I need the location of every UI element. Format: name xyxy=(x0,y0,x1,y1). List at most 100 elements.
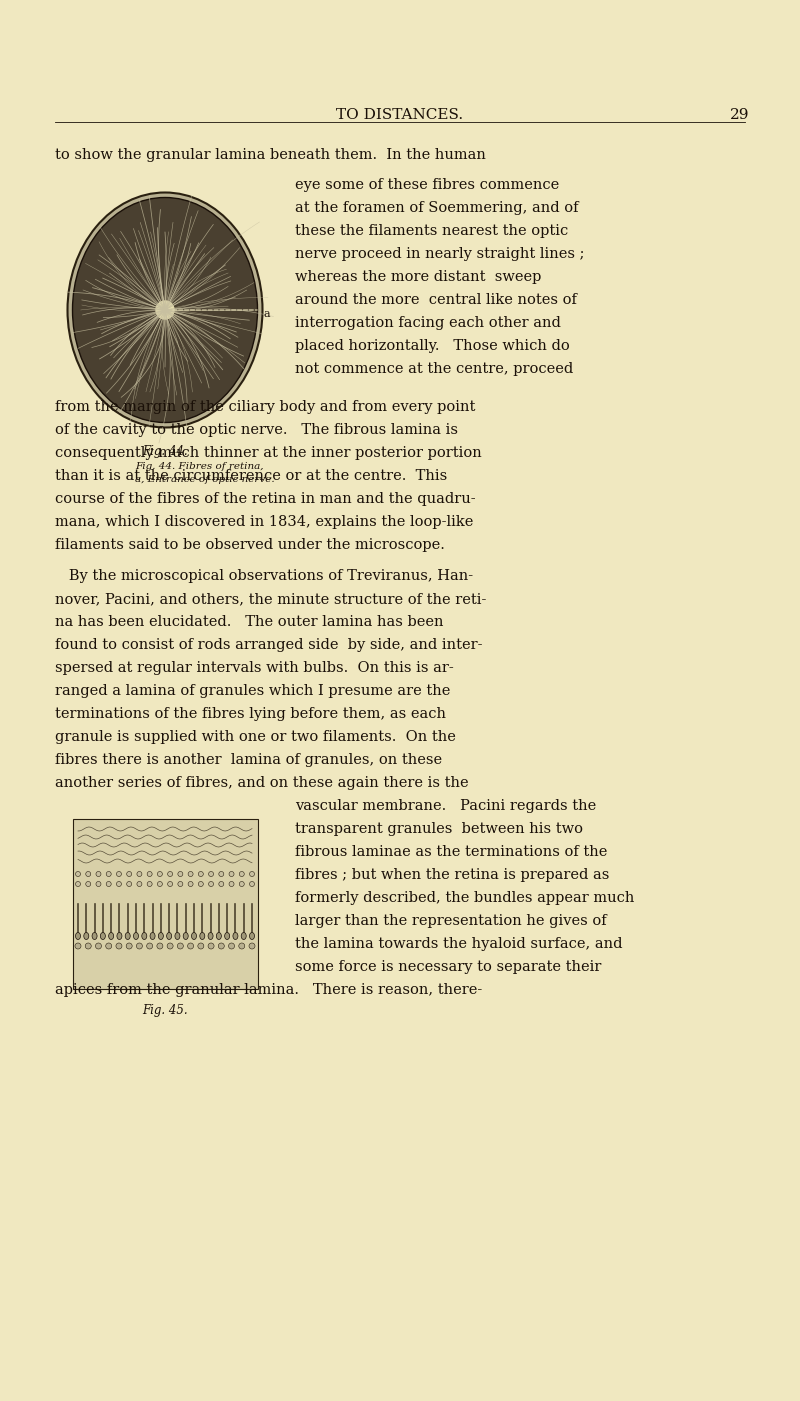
Ellipse shape xyxy=(249,943,255,948)
Text: these the filaments nearest the optic: these the filaments nearest the optic xyxy=(295,224,568,238)
Ellipse shape xyxy=(106,943,112,948)
Text: Fig. 44. Fibres of retina,: Fig. 44. Fibres of retina, xyxy=(135,462,263,471)
Ellipse shape xyxy=(238,943,245,948)
Text: fibres ; but when the retina is prepared as: fibres ; but when the retina is prepared… xyxy=(295,869,610,883)
Ellipse shape xyxy=(242,933,246,940)
Ellipse shape xyxy=(239,871,244,877)
Ellipse shape xyxy=(158,933,163,940)
Ellipse shape xyxy=(137,881,142,887)
Text: mana, which I discovered in 1834, explains the loop-like: mana, which I discovered in 1834, explai… xyxy=(55,516,474,530)
Text: to show the granular lamina beneath them.  In the human: to show the granular lamina beneath them… xyxy=(55,149,486,163)
Ellipse shape xyxy=(178,943,183,948)
Text: granule is supplied with one or two filaments.  On the: granule is supplied with one or two fila… xyxy=(55,730,456,744)
Text: TO DISTANCES.: TO DISTANCES. xyxy=(337,108,463,122)
Ellipse shape xyxy=(157,943,163,948)
Ellipse shape xyxy=(188,881,193,887)
Ellipse shape xyxy=(137,943,142,948)
Ellipse shape xyxy=(73,198,258,423)
Ellipse shape xyxy=(92,933,97,940)
Text: another series of fibres, and on these again there is the: another series of fibres, and on these a… xyxy=(55,776,469,790)
Ellipse shape xyxy=(75,871,81,877)
Ellipse shape xyxy=(156,301,174,319)
Ellipse shape xyxy=(183,933,188,940)
Text: found to consist of rods arranged side  by side, and inter-: found to consist of rods arranged side b… xyxy=(55,637,482,651)
Ellipse shape xyxy=(147,871,152,877)
Ellipse shape xyxy=(161,305,169,314)
Ellipse shape xyxy=(146,943,153,948)
Ellipse shape xyxy=(239,881,244,887)
Ellipse shape xyxy=(229,943,234,948)
Ellipse shape xyxy=(117,933,122,940)
Ellipse shape xyxy=(198,943,204,948)
Ellipse shape xyxy=(250,871,254,877)
Ellipse shape xyxy=(178,871,183,877)
Ellipse shape xyxy=(117,871,122,877)
Ellipse shape xyxy=(167,943,173,948)
Text: consequently much thinner at the inner posterior portion: consequently much thinner at the inner p… xyxy=(55,446,482,460)
Text: filaments said to be observed under the microscope.: filaments said to be observed under the … xyxy=(55,538,445,552)
Ellipse shape xyxy=(218,871,224,877)
Text: a, Entrance of optic nerve.: a, Entrance of optic nerve. xyxy=(135,475,274,483)
Text: the lamina towards the hyaloid surface, and: the lamina towards the hyaloid surface, … xyxy=(295,937,622,951)
Ellipse shape xyxy=(216,933,222,940)
Text: a: a xyxy=(263,310,270,319)
Ellipse shape xyxy=(250,933,254,940)
Ellipse shape xyxy=(175,933,180,940)
Text: around the more  central like notes of: around the more central like notes of xyxy=(295,293,577,307)
Text: course of the fibres of the retina in man and the quadru-: course of the fibres of the retina in ma… xyxy=(55,492,476,506)
Ellipse shape xyxy=(158,871,162,877)
Text: Fig. 45.: Fig. 45. xyxy=(142,1005,188,1017)
Text: vascular membrane.   Pacini regards the: vascular membrane. Pacini regards the xyxy=(295,799,596,813)
Ellipse shape xyxy=(229,881,234,887)
Ellipse shape xyxy=(150,933,155,940)
Ellipse shape xyxy=(188,871,193,877)
Text: some force is necessary to separate their: some force is necessary to separate thei… xyxy=(295,960,602,974)
Ellipse shape xyxy=(126,881,132,887)
Ellipse shape xyxy=(126,943,132,948)
Text: By the microscopical observations of Treviranus, Han-: By the microscopical observations of Tre… xyxy=(55,569,473,583)
Ellipse shape xyxy=(233,933,238,940)
Ellipse shape xyxy=(168,881,173,887)
Ellipse shape xyxy=(116,943,122,948)
Text: 29: 29 xyxy=(730,108,750,122)
Text: terminations of the fibres lying before them, as each: terminations of the fibres lying before … xyxy=(55,708,446,722)
Ellipse shape xyxy=(86,881,90,887)
Ellipse shape xyxy=(100,933,106,940)
Ellipse shape xyxy=(75,881,81,887)
Text: at the foramen of Soemmering, and of: at the foramen of Soemmering, and of xyxy=(295,200,578,214)
Text: whereas the more distant  sweep: whereas the more distant sweep xyxy=(295,270,542,284)
Ellipse shape xyxy=(75,943,81,948)
Ellipse shape xyxy=(95,943,102,948)
Ellipse shape xyxy=(84,933,89,940)
Text: ranged a lamina of granules which I presume are the: ranged a lamina of granules which I pres… xyxy=(55,684,450,698)
Text: nover, Pacini, and others, the minute structure of the reti-: nover, Pacini, and others, the minute st… xyxy=(55,593,486,607)
Ellipse shape xyxy=(126,871,132,877)
Ellipse shape xyxy=(250,881,254,887)
Ellipse shape xyxy=(142,933,146,940)
Ellipse shape xyxy=(75,933,81,940)
Ellipse shape xyxy=(86,943,91,948)
Ellipse shape xyxy=(147,881,152,887)
Text: from the margin of the ciliary body and from every point: from the margin of the ciliary body and … xyxy=(55,401,475,415)
Ellipse shape xyxy=(106,871,111,877)
Ellipse shape xyxy=(191,933,197,940)
Ellipse shape xyxy=(96,881,101,887)
Ellipse shape xyxy=(209,871,214,877)
Ellipse shape xyxy=(126,933,130,940)
Ellipse shape xyxy=(178,881,183,887)
Ellipse shape xyxy=(134,933,138,940)
Ellipse shape xyxy=(208,933,213,940)
Text: Fig. 44.: Fig. 44. xyxy=(142,446,188,458)
Ellipse shape xyxy=(187,943,194,948)
Ellipse shape xyxy=(137,871,142,877)
Text: apices from the granular lamina.   There is reason, there-: apices from the granular lamina. There i… xyxy=(55,984,482,998)
Text: interrogation facing each other and: interrogation facing each other and xyxy=(295,317,561,331)
Text: spersed at regular intervals with bulbs.  On this is ar-: spersed at regular intervals with bulbs.… xyxy=(55,661,454,675)
Text: placed horizontally.   Those which do: placed horizontally. Those which do xyxy=(295,339,570,353)
Text: transparent granules  between his two: transparent granules between his two xyxy=(295,822,583,836)
Ellipse shape xyxy=(109,933,114,940)
Text: of the cavity to the optic nerve.   The fibrous lamina is: of the cavity to the optic nerve. The fi… xyxy=(55,423,458,437)
Ellipse shape xyxy=(166,933,172,940)
Text: larger than the representation he gives of: larger than the representation he gives … xyxy=(295,913,606,927)
Text: than it is at the circumference or at the centre.  This: than it is at the circumference or at th… xyxy=(55,469,447,483)
